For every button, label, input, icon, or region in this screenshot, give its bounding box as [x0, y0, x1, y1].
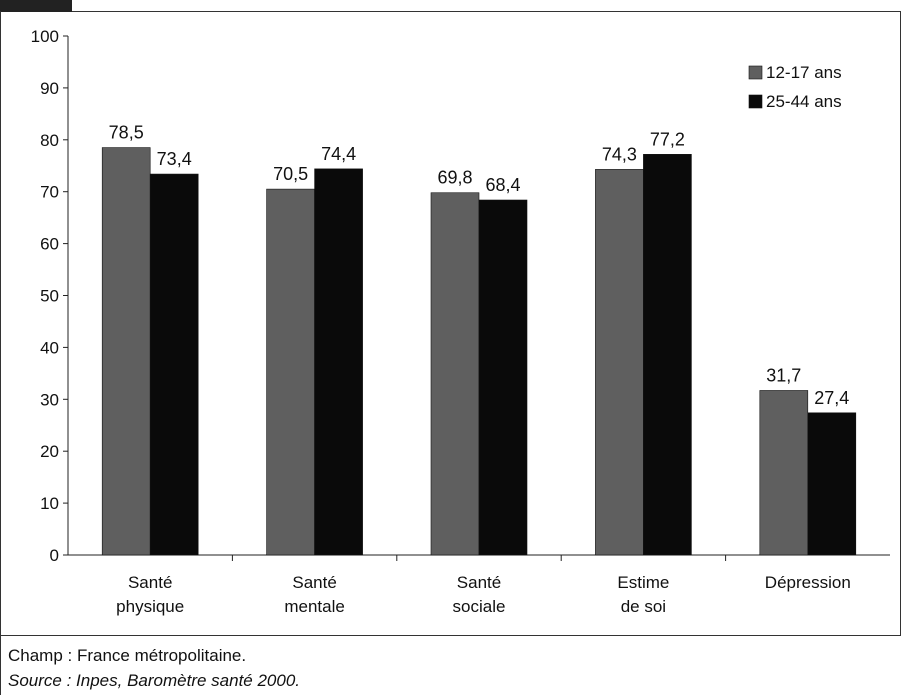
y-tick-label: 80	[40, 131, 59, 150]
legend-label: 25-44 ans	[766, 92, 842, 111]
bar	[595, 169, 644, 556]
y-tick-label: 30	[40, 390, 59, 409]
data-label: 74,4	[321, 144, 356, 164]
source-note: Source : Inpes, Baromètre santé 2000.	[8, 671, 301, 690]
bar	[149, 173, 199, 556]
bar	[101, 147, 151, 556]
y-tick-label: 10	[40, 494, 59, 513]
y-tick-label: 100	[31, 27, 59, 46]
bar	[430, 192, 480, 556]
bar	[314, 168, 363, 556]
legend-swatch	[748, 94, 763, 109]
y-tick-label: 20	[40, 442, 59, 461]
data-label: 70,5	[273, 164, 308, 184]
top-border	[72, 11, 901, 12]
x-tick-label: physique	[116, 597, 184, 616]
data-label: 74,3	[602, 144, 637, 164]
x-tick-label: sociale	[453, 597, 506, 616]
x-tick-label: Dépression	[765, 573, 851, 592]
bar	[759, 390, 809, 556]
x-tick-label: Santé	[457, 573, 501, 592]
bar	[478, 199, 528, 556]
x-tick-label: mentale	[284, 597, 344, 616]
legend-label: 12-17 ans	[766, 63, 842, 82]
x-tick-label: Santé	[128, 573, 172, 592]
data-label: 27,4	[814, 388, 849, 408]
bar	[266, 188, 315, 556]
data-label: 68,4	[485, 175, 520, 195]
data-label: 78,5	[109, 123, 144, 143]
x-tick-label: de soi	[621, 597, 666, 616]
bar	[643, 154, 692, 556]
corner-block	[0, 0, 72, 12]
x-tick-label: Santé	[292, 573, 336, 592]
chart-notes: Champ : France métropolitaine. Source : …	[8, 643, 300, 693]
data-label: 73,4	[157, 149, 192, 169]
y-tick-label: 90	[40, 79, 59, 98]
legend-swatch	[748, 65, 763, 80]
data-label: 31,7	[766, 365, 801, 385]
y-tick-label: 0	[50, 546, 59, 565]
y-tick-label: 60	[40, 235, 59, 254]
y-tick-label: 40	[40, 338, 59, 357]
data-label: 69,8	[437, 168, 472, 188]
bottom-border	[0, 635, 901, 636]
left-border	[0, 11, 1, 695]
bar	[807, 412, 857, 556]
x-tick-label: Estime	[617, 573, 669, 592]
bar-chart: 0 10 20 30 40 50 60 70 80 90 100 78,5 73,4 Santé physi…	[31, 27, 890, 616]
y-tick-label: 70	[40, 183, 59, 202]
champ-note: Champ : France métropolitaine.	[8, 646, 247, 665]
right-border	[900, 11, 901, 636]
y-tick-label: 50	[40, 287, 59, 306]
data-label: 77,2	[650, 129, 685, 149]
